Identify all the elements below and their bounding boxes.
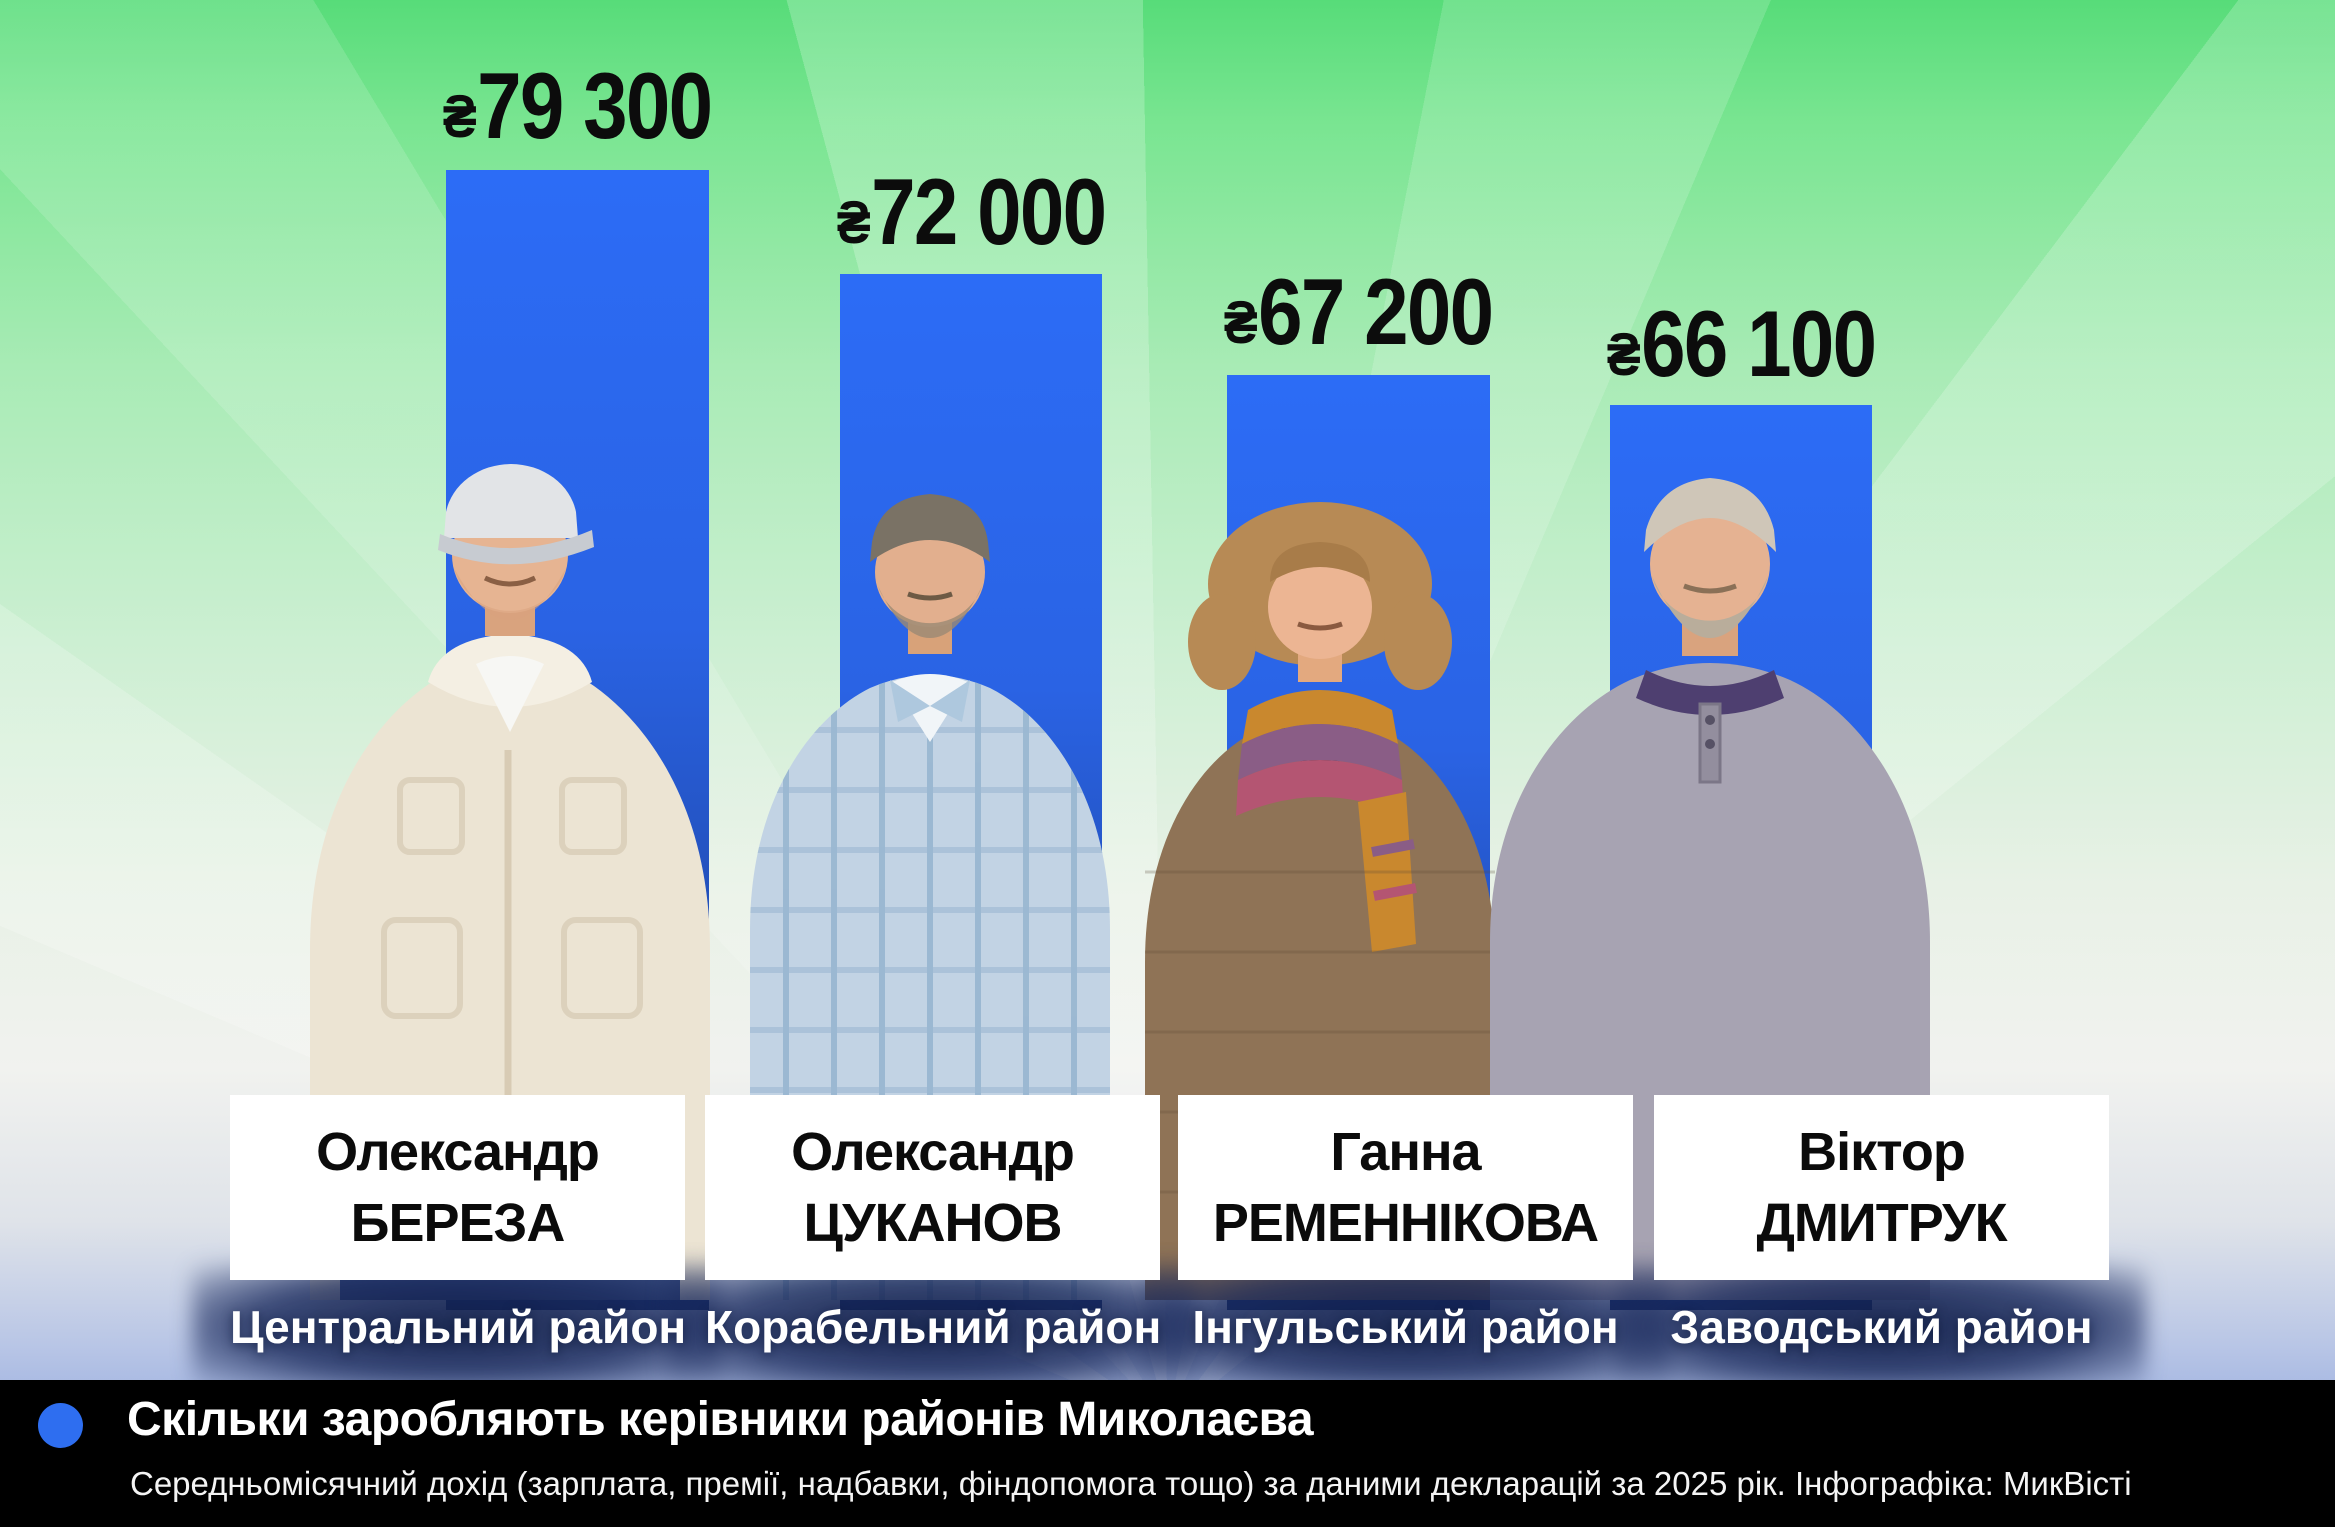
photo-bottom-shadow [1616,1262,2146,1390]
name-card-dmytruk: Віктор ДМИТРУК [1654,1095,2109,1280]
photo-bottom-shadow [192,1262,722,1390]
name-card-bereza: Олександр БЕРЕЗА [230,1095,685,1280]
hryvnia-sign: ₴ [836,188,871,256]
name-card-remennikova: Ганна РЕМЕННІКОВА [1178,1095,1633,1280]
infographic-subtitle: Середньомісячний дохід (зарплата, премії… [130,1465,2132,1502]
first-name: Олександр [791,1122,1075,1183]
district-label-zavodskyi: Заводський район [1670,1301,2093,1353]
hryvnia-sign: ₴ [1223,288,1258,356]
blue-dot-icon [38,1403,83,1448]
hryvnia-sign: ₴ [442,82,477,150]
last-name: РЕМЕННІКОВА [1212,1192,1599,1253]
value-label-tsukanov: ₴72 000 [836,159,1107,264]
district-label-inhulskyi: Інгульський район [1192,1301,1619,1353]
photo-bottom-shadow [667,1262,1197,1390]
footer-bar: Скільки заробляють керівники районів Мик… [0,1380,2335,1527]
value-label-remennikova: ₴67 200 [1223,259,1494,364]
district-label-tsentralnyi: Центральний район [230,1301,687,1353]
first-name: Віктор [1798,1122,1966,1183]
name-card-tsukanov: Олександр ЦУКАНОВ [705,1095,1160,1280]
photo-bottom-shadow [1140,1262,1670,1390]
last-name: ЦУКАНОВ [803,1192,1063,1253]
hryvnia-sign: ₴ [1606,320,1641,388]
infographic-title: Скільки заробляють керівники районів Мик… [127,1393,1314,1446]
district-label-korabelnyi: Корабельний район [705,1301,1162,1353]
first-name: Ганна [1330,1122,1481,1183]
first-name: Олександр [316,1122,600,1183]
value-label-bereza: ₴79 300 [442,53,713,158]
value-label-dmytruk: ₴66 100 [1606,291,1877,396]
last-name: БЕРЕЗА [350,1192,566,1253]
last-name: ДМИТРУК [1756,1192,2007,1253]
